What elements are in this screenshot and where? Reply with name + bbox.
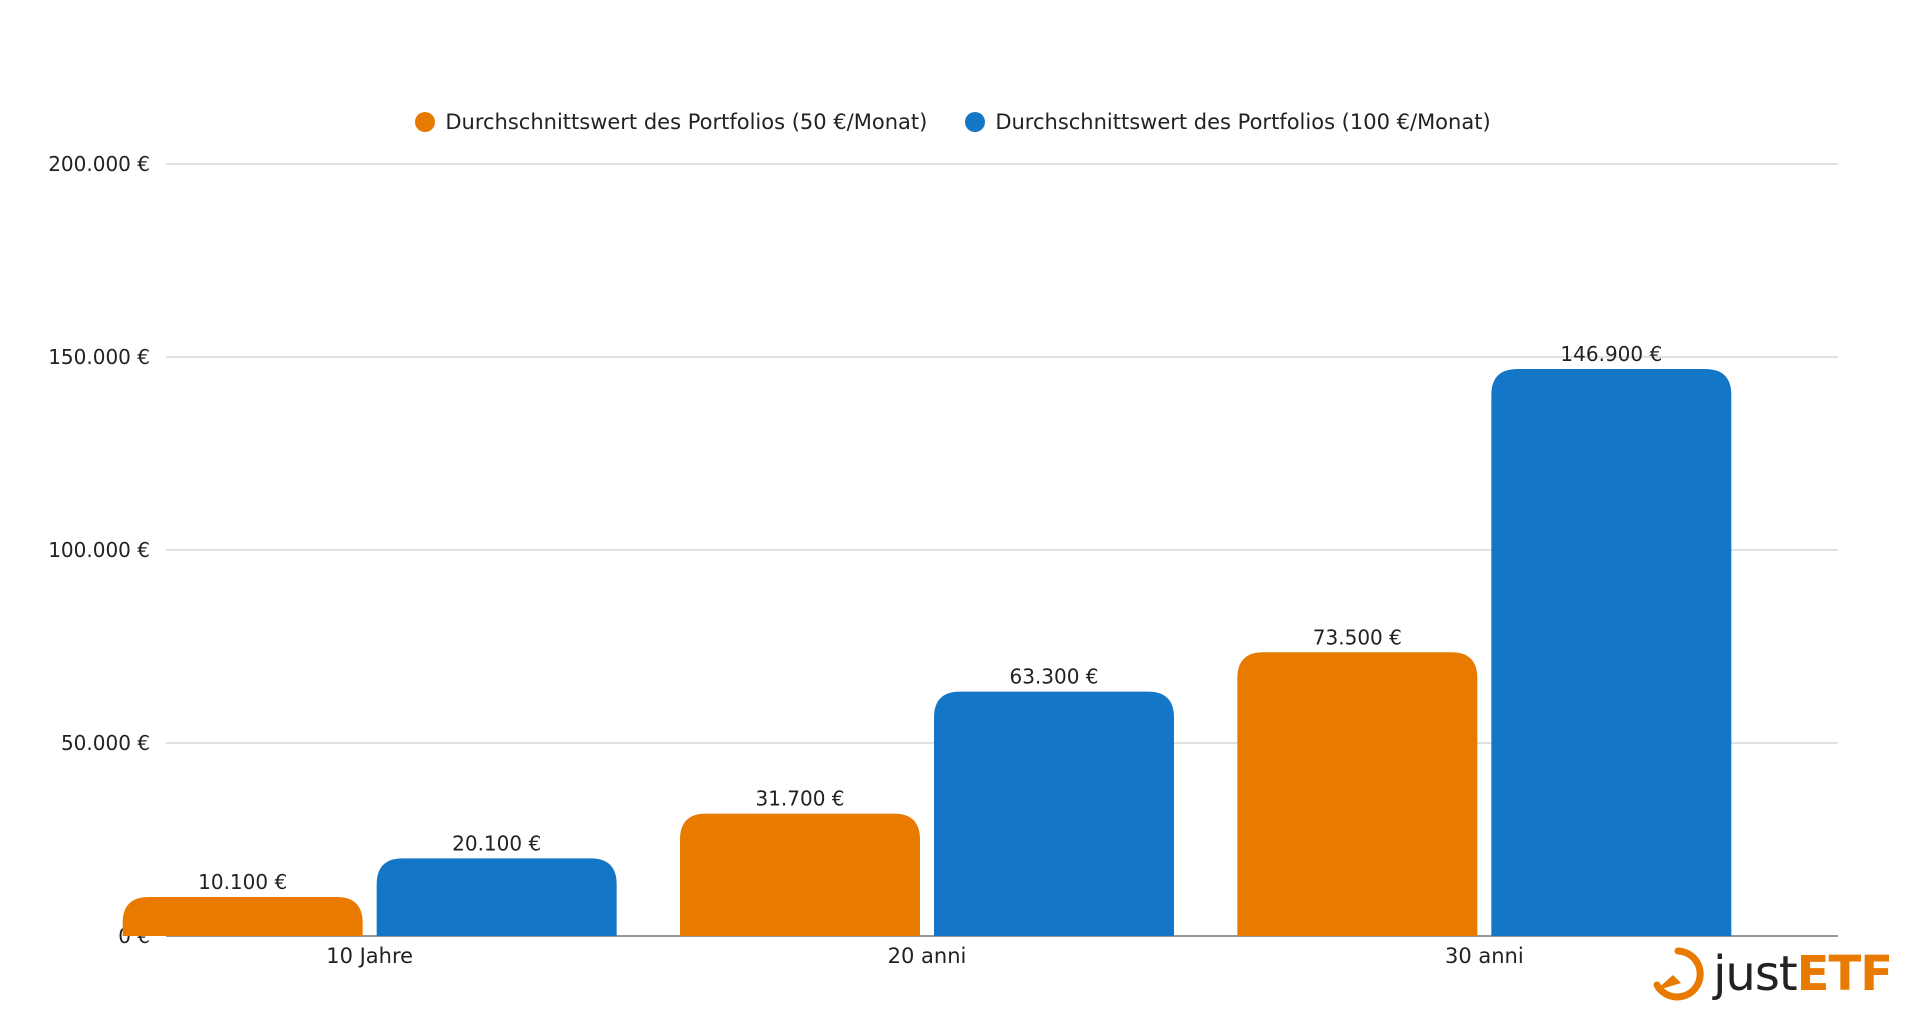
data-label: 20.100 € xyxy=(452,831,541,855)
justetf-logo-icon xyxy=(1653,947,1704,1001)
bar-series-50 xyxy=(1237,652,1478,936)
justetf-logo: justETF xyxy=(1649,945,1893,1003)
bar-series-50 xyxy=(122,897,363,936)
bar-series-50 xyxy=(680,813,920,936)
logo-wordmark: justETF xyxy=(1713,950,1893,998)
y-tick-label: 200.000 € xyxy=(48,152,150,176)
bar-series-100 xyxy=(376,858,617,936)
bar-series-100 xyxy=(1491,368,1732,936)
chart-legend: Durchschnittswert des Portfolios (50 €/M… xyxy=(0,110,1906,134)
legend-swatch-100 xyxy=(965,112,986,132)
y-tick-label: 50.000 € xyxy=(61,731,150,755)
legend-label-100: Durchschnittswert des Portfolios (100 €/… xyxy=(995,110,1491,134)
legend-label-50: Durchschnittswert des Portfolios (50 €/M… xyxy=(445,110,928,134)
x-tick-label: 10 Jahre xyxy=(326,944,413,968)
bar-series-100 xyxy=(934,691,1174,936)
logo-etf-text: ETF xyxy=(1796,946,1893,1002)
data-label: 10.100 € xyxy=(198,870,287,894)
legend-item-100: Durchschnittswert des Portfolios (100 €/… xyxy=(965,110,1491,134)
logo-just-text: just xyxy=(1713,946,1798,1002)
y-tick-label: 150.000 € xyxy=(48,345,150,369)
data-label: 146.900 € xyxy=(1560,342,1662,366)
x-tick-label: 30 anni xyxy=(1445,944,1524,968)
data-label: 63.300 € xyxy=(1009,665,1098,689)
legend-item-50: Durchschnittswert des Portfolios (50 €/M… xyxy=(415,110,927,134)
y-tick-label: 100.000 € xyxy=(48,538,150,562)
x-tick-label: 20 anni xyxy=(888,944,967,968)
legend-swatch-50 xyxy=(415,112,436,132)
data-label: 31.700 € xyxy=(755,787,844,811)
data-label: 73.500 € xyxy=(1313,625,1402,649)
